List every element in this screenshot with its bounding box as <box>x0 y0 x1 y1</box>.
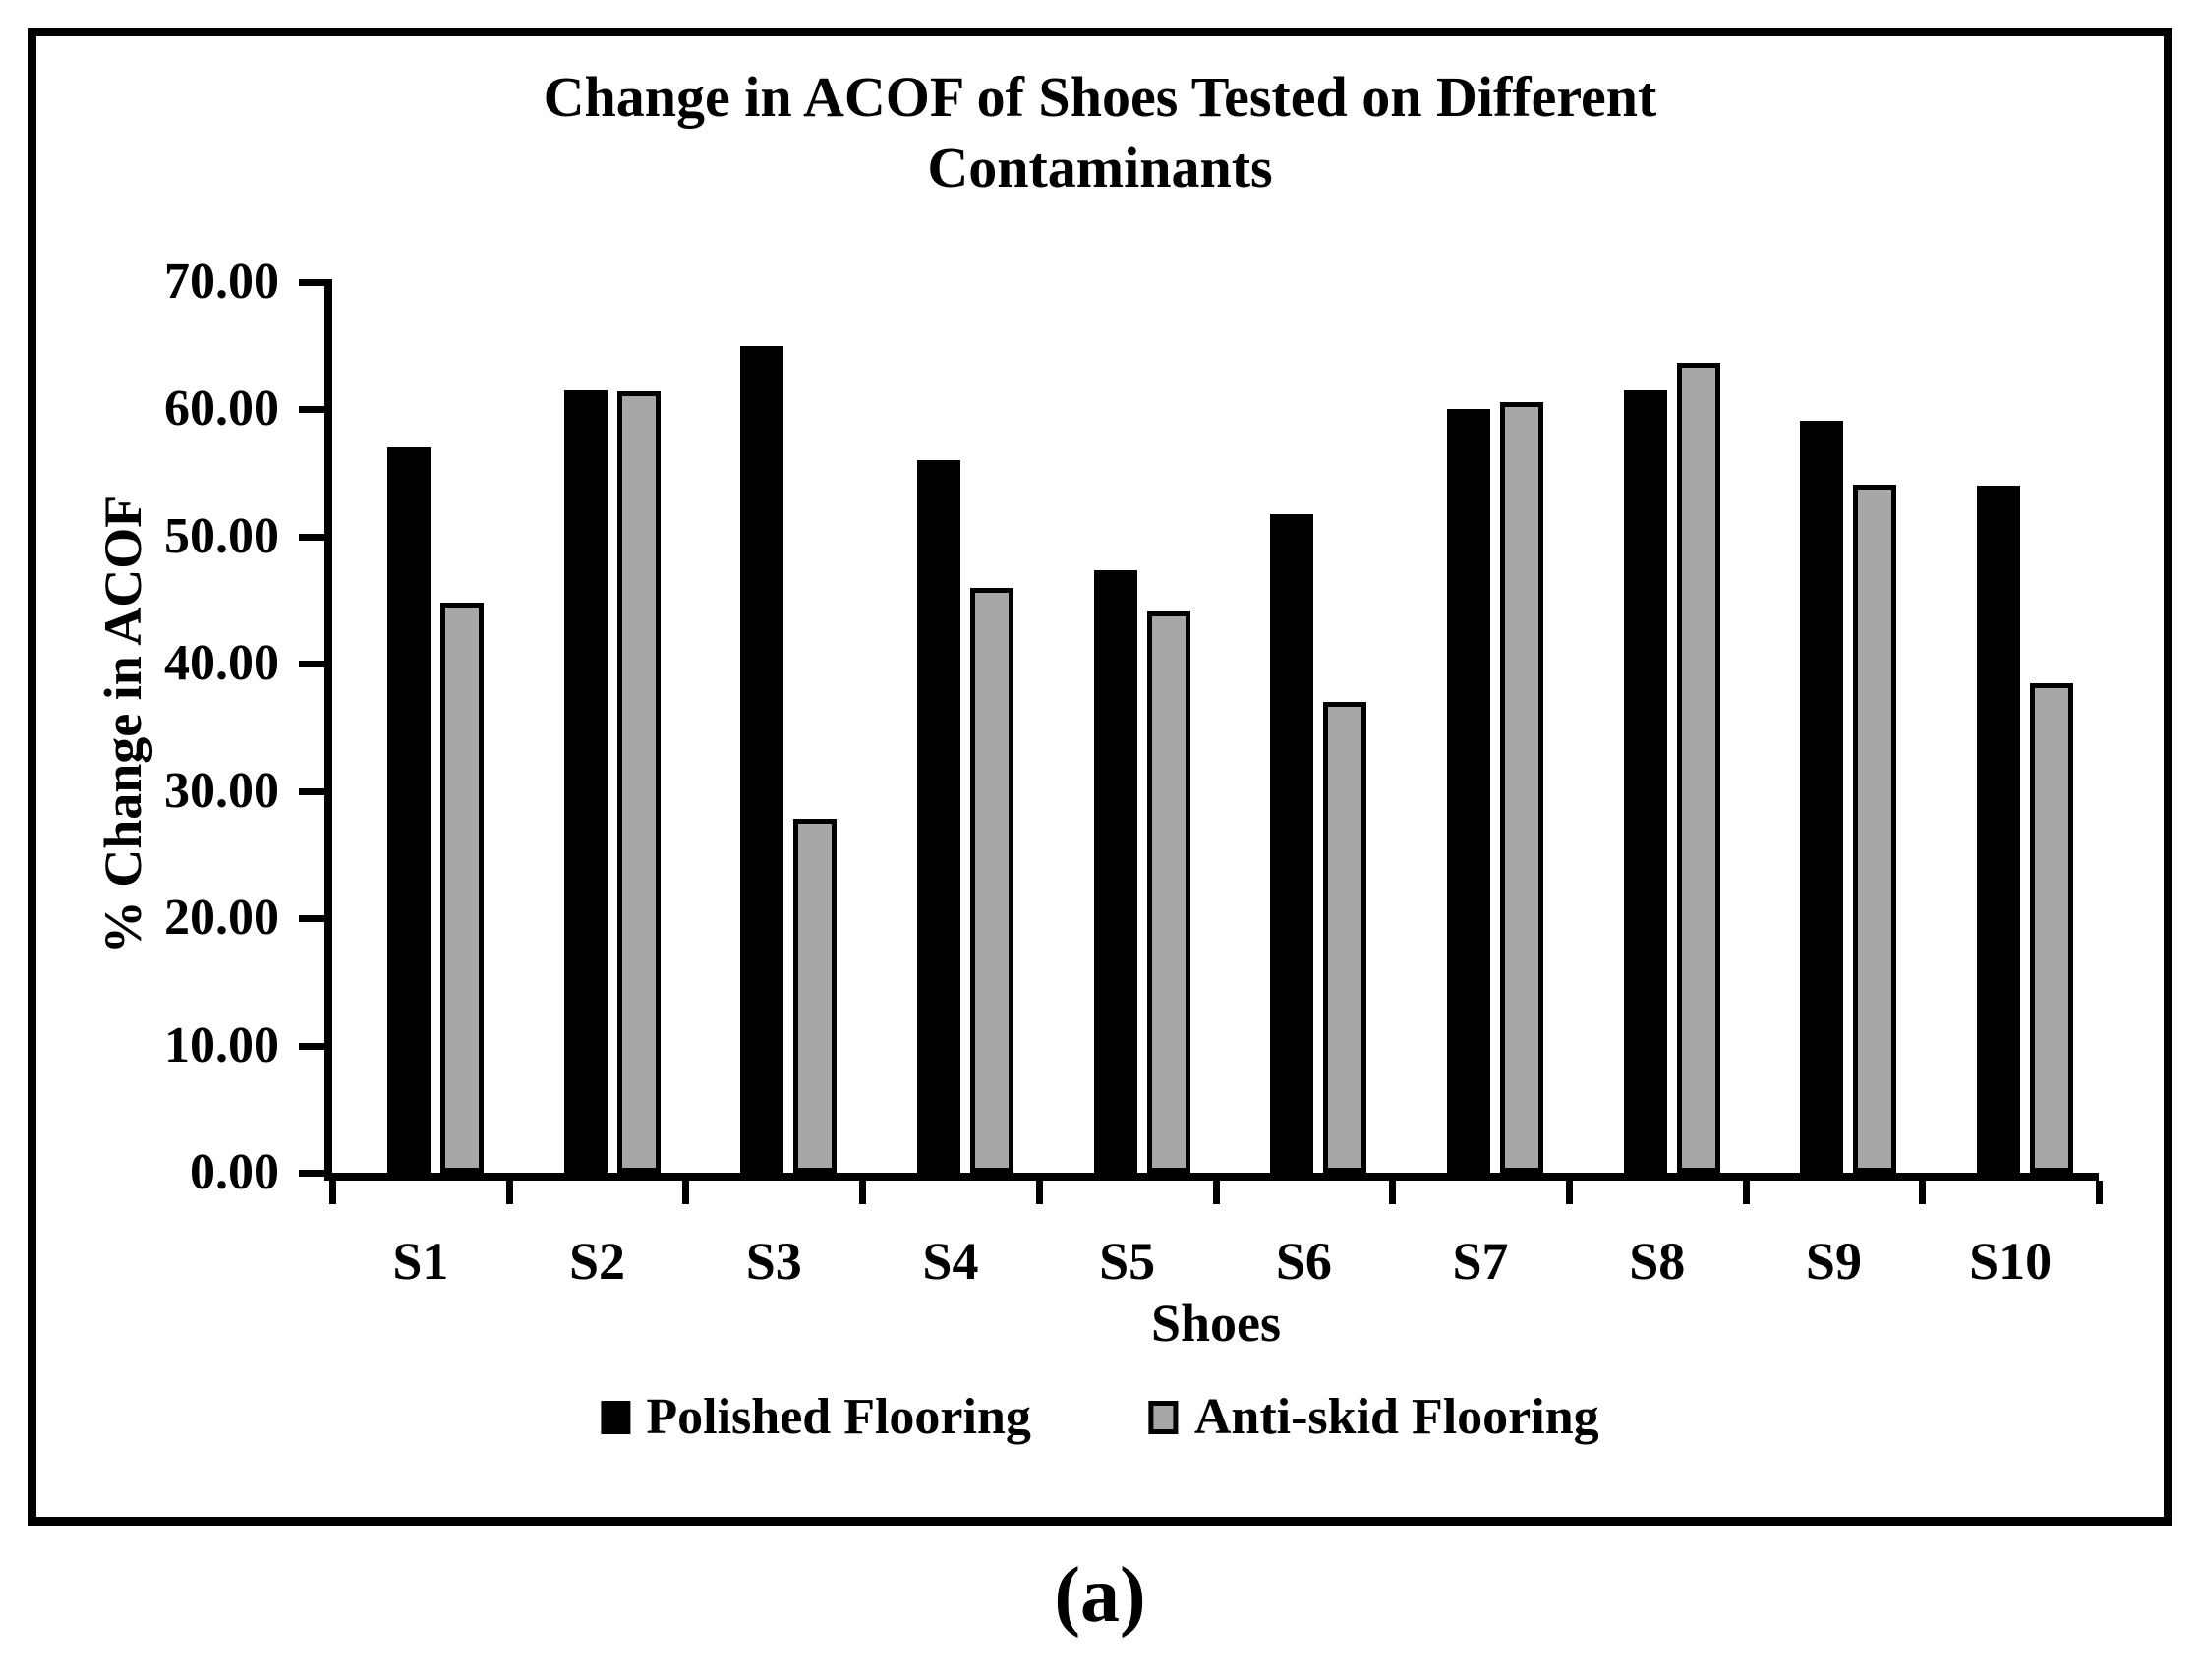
x-category-label-S2: S2 <box>569 1232 626 1291</box>
legend-swatch-icon <box>601 1400 631 1434</box>
bar-S9-antiskid <box>1853 485 1897 1173</box>
bar-S4-polished <box>916 460 960 1173</box>
x-axis-tick <box>859 1181 867 1204</box>
y-axis-tick-label: 10.00 <box>164 1016 279 1073</box>
y-axis-title: % Change in ACOF <box>93 494 152 955</box>
legend-entry-polished: Polished Flooring <box>601 1388 1031 1446</box>
y-axis-tick-label: 70.00 <box>164 254 279 310</box>
x-axis-tick <box>1389 1181 1397 1204</box>
y-axis-tick-label: 60.00 <box>164 380 279 437</box>
x-axis-tick <box>1919 1181 1927 1204</box>
y-axis-tick <box>299 279 324 286</box>
x-axis-tick <box>1565 1181 1573 1204</box>
bar-S8-antiskid <box>1676 363 1720 1173</box>
y-axis-tick <box>299 533 324 541</box>
x-axis-tick <box>1742 1181 1750 1204</box>
bar-S3-antiskid <box>793 819 838 1173</box>
figure-frame: Change in ACOF of Shoes Tested on Differ… <box>28 28 2172 1526</box>
x-category-label-S4: S4 <box>922 1232 979 1291</box>
y-axis-tick <box>299 915 324 923</box>
x-category-label-S5: S5 <box>1099 1232 1156 1291</box>
x-axis-tick <box>1212 1181 1220 1204</box>
y-axis-tick <box>299 1170 324 1177</box>
y-axis-tick-label: 50.00 <box>164 507 279 564</box>
legend-swatch-icon <box>1148 1400 1179 1434</box>
bar-S8-polished <box>1623 390 1667 1173</box>
x-category-label-S10: S10 <box>1969 1232 2053 1291</box>
bar-S9-polished <box>1800 421 1844 1173</box>
y-axis-tick-label: 20.00 <box>164 890 279 947</box>
bar-S10-polished <box>1977 486 2021 1173</box>
chart-title-line1: Change in ACOF of Shoes Tested on Differ… <box>543 65 1657 129</box>
bar-S7-polished <box>1447 409 1491 1173</box>
x-category-label-S1: S1 <box>392 1232 449 1291</box>
y-axis-line <box>324 279 332 1181</box>
y-axis-tick-label: 30.00 <box>164 762 279 819</box>
bar-S5-polished <box>1093 570 1137 1173</box>
bar-S4-antiskid <box>969 588 1013 1173</box>
chart-title: Change in ACOF of Shoes Tested on Differ… <box>36 62 2164 203</box>
bar-S5-antiskid <box>1146 611 1190 1173</box>
y-axis-tick <box>299 406 324 414</box>
bar-S1-antiskid <box>439 603 484 1173</box>
legend-entry-antiskid: Anti-skid Flooring <box>1148 1388 1599 1446</box>
x-axis-tick <box>682 1181 690 1204</box>
x-axis-title: Shoes <box>1150 1294 1282 1353</box>
y-axis-tick-label: 0.00 <box>190 1144 279 1200</box>
y-axis-tick <box>299 787 324 795</box>
chart-legend: Polished Flooring Anti-skid Flooring <box>601 1388 1599 1446</box>
x-category-label-S6: S6 <box>1275 1232 1332 1291</box>
x-category-label-S9: S9 <box>1805 1232 1862 1291</box>
bar-S6-antiskid <box>1323 702 1367 1173</box>
x-category-label-S7: S7 <box>1452 1232 1509 1291</box>
x-axis-line <box>324 1173 2099 1181</box>
legend-label: Anti-skid Flooring <box>1193 1389 1599 1445</box>
bar-S2-antiskid <box>616 391 661 1173</box>
y-axis-tick <box>299 1042 324 1050</box>
x-axis-tick <box>1035 1181 1043 1204</box>
x-axis-tick <box>329 1181 336 1204</box>
chart-title-line2: Contaminants <box>927 136 1273 200</box>
bar-S1-polished <box>386 447 431 1173</box>
y-axis-tick-label: 40.00 <box>164 635 279 692</box>
bar-S10-antiskid <box>2030 683 2074 1173</box>
y-axis-tick <box>299 661 324 668</box>
x-category-label-S3: S3 <box>745 1232 802 1291</box>
bar-S3-polished <box>740 346 784 1173</box>
x-category-label-S8: S8 <box>1629 1232 1686 1291</box>
bar-S7-antiskid <box>1500 402 1544 1173</box>
x-axis-tick <box>2096 1181 2103 1204</box>
x-axis-tick <box>505 1181 513 1204</box>
figure-caption: (a) <box>1054 1552 1146 1639</box>
bar-S2-polished <box>563 390 608 1173</box>
bar-S6-polished <box>1270 514 1314 1173</box>
bar-chart: Change in ACOF of Shoes Tested on Differ… <box>36 36 2164 1517</box>
legend-label: Polished Flooring <box>646 1389 1031 1445</box>
